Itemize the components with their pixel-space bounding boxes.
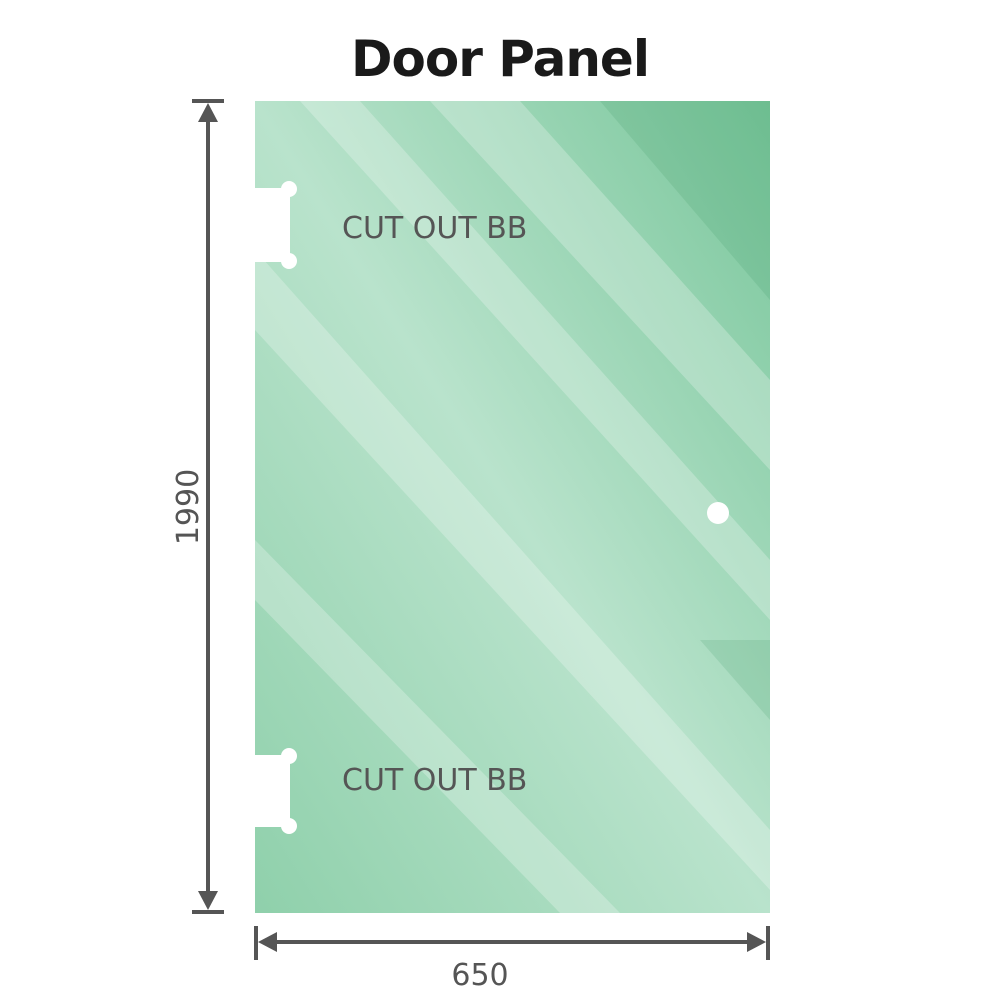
width-dimension [254,926,770,960]
diagram-title: Door Panel [351,30,650,88]
cutout-bottom [250,748,297,834]
height-label: 1990 [171,469,206,545]
cutout-label-bottom: CUT OUT BB [342,763,527,798]
handle-hole [707,502,729,524]
cutout-label-top: CUT OUT BB [342,211,527,246]
height-dimension [192,99,224,914]
width-label: 650 [451,958,508,993]
glass-panel [255,101,770,913]
cutout-top [250,181,297,269]
